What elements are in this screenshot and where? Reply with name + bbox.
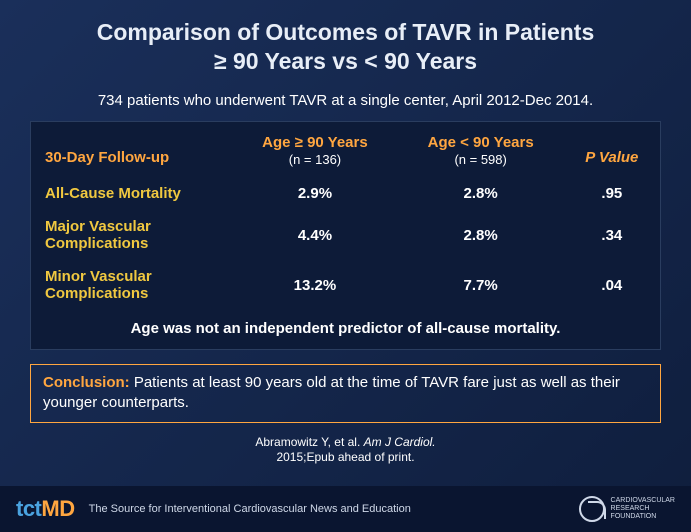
conclusion-text: Patients at least 90 years old at the ti… xyxy=(43,374,620,411)
conclusion-lead: Conclusion: xyxy=(43,374,130,391)
cell: .34 xyxy=(564,210,660,260)
cell: 4.4% xyxy=(232,210,397,260)
cell: .95 xyxy=(564,177,660,210)
table-row: All-Cause Mortality 2.9% 2.8% .95 xyxy=(31,177,660,210)
table-corner: 30-Day Follow-up xyxy=(31,122,232,178)
results-table: 30-Day Follow-up Age ≥ 90 Years (n = 136… xyxy=(30,121,661,351)
tctmd-logo: tctMD xyxy=(16,496,75,522)
table-row: Minor Vascular Complications 13.2% 7.7% … xyxy=(31,260,660,310)
citation-journal: Am J Cardiol. xyxy=(364,435,436,449)
cell: .04 xyxy=(564,260,660,310)
crf-icon xyxy=(579,496,605,522)
title-line-1: Comparison of Outcomes of TAVR in Patien… xyxy=(97,19,595,45)
col1-head: Age ≥ 90 Years xyxy=(262,134,368,151)
col2-sub: (n = 598) xyxy=(408,152,554,168)
cell: 7.7% xyxy=(398,260,564,310)
crf-line-2: Research xyxy=(611,505,650,512)
crf-line-3: Foundation xyxy=(611,513,657,520)
title-line-2: ≥ 90 Years vs < 90 Years xyxy=(214,48,477,74)
row-label: Major Vascular Complications xyxy=(31,210,232,260)
logo-part-2: MD xyxy=(41,496,74,521)
crf-line-1: Cardiovascular xyxy=(611,497,675,504)
logo-part-1: tct xyxy=(16,496,41,521)
crf-text: Cardiovascular Research Foundation xyxy=(611,497,675,520)
citation: Abramowitz Y, et al. Am J Cardiol. 2015;… xyxy=(24,435,667,466)
cell: 2.8% xyxy=(398,177,564,210)
conclusion-box: Conclusion: Patients at least 90 years o… xyxy=(30,364,661,423)
col-header-age-ge-90: Age ≥ 90 Years (n = 136) xyxy=(232,122,397,178)
citation-year: 2015;Epub ahead of print. xyxy=(276,450,414,464)
citation-authors: Abramowitz Y, et al. xyxy=(255,435,363,449)
col1-sub: (n = 136) xyxy=(242,152,387,168)
col-header-pvalue: P Value xyxy=(564,122,660,178)
table-body: All-Cause Mortality 2.9% 2.8% .95 Major … xyxy=(31,177,660,310)
crf-logo: Cardiovascular Research Foundation xyxy=(579,496,675,522)
footer: tctMD The Source for Interventional Card… xyxy=(0,486,691,532)
row-label: All-Cause Mortality xyxy=(31,177,232,210)
footer-tagline: The Source for Interventional Cardiovasc… xyxy=(89,503,411,515)
slide-title: Comparison of Outcomes of TAVR in Patien… xyxy=(24,18,667,76)
slide: Comparison of Outcomes of TAVR in Patien… xyxy=(0,0,691,532)
col2-head: Age < 90 Years xyxy=(428,134,534,151)
table: 30-Day Follow-up Age ≥ 90 Years (n = 136… xyxy=(31,122,660,311)
cell: 2.8% xyxy=(398,210,564,260)
col-header-age-lt-90: Age < 90 Years (n = 598) xyxy=(398,122,564,178)
row-label: Minor Vascular Complications xyxy=(31,260,232,310)
cell: 2.9% xyxy=(232,177,397,210)
table-row: Major Vascular Complications 4.4% 2.8% .… xyxy=(31,210,660,260)
cell: 13.2% xyxy=(232,260,397,310)
subtitle: 734 patients who underwent TAVR at a sin… xyxy=(24,92,667,109)
table-note: Age was not an independent predictor of … xyxy=(31,310,660,349)
